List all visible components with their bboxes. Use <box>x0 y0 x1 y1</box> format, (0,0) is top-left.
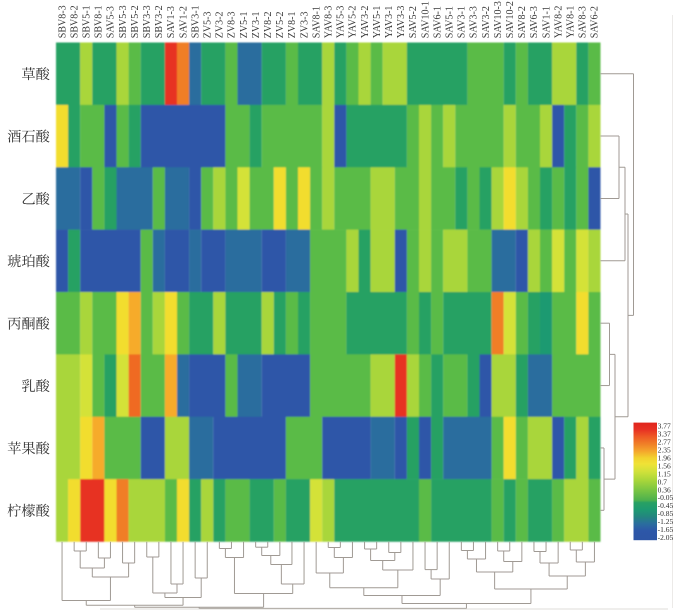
svg-text:YAV3-2: YAV3-2 <box>360 6 371 39</box>
svg-text:SBV3-2: SBV3-2 <box>154 5 165 38</box>
svg-text:SAV10-2: SAV10-2 <box>505 1 516 38</box>
svg-text:SAV6-1: SAV6-1 <box>432 6 443 38</box>
svg-text:SBV5-1: SBV5-1 <box>81 5 92 38</box>
svg-text:ZV3-3: ZV3-3 <box>299 12 310 39</box>
svg-text:YAV5-2: YAV5-2 <box>348 6 359 39</box>
svg-text:2.77: 2.77 <box>658 438 671 447</box>
svg-text:-1.65: -1.65 <box>658 525 674 534</box>
svg-text:YAV3-1: YAV3-1 <box>384 6 395 39</box>
svg-text:0.36: 0.36 <box>658 485 671 494</box>
svg-text:SBV8-1: SBV8-1 <box>94 5 105 38</box>
svg-text:-2.05: -2.05 <box>658 533 674 542</box>
svg-text:YAV8-1: YAV8-1 <box>565 6 576 39</box>
svg-text:SBV3-1: SBV3-1 <box>190 5 201 38</box>
svg-text:ZV5-2: ZV5-2 <box>275 12 286 39</box>
svg-text:SBV5-2: SBV5-2 <box>130 5 141 38</box>
svg-text:SAV8-3: SAV8-3 <box>578 6 589 38</box>
svg-text:YAV5-1: YAV5-1 <box>372 6 383 39</box>
svg-text:-0.05: -0.05 <box>658 493 674 502</box>
svg-text:-0.45: -0.45 <box>658 501 674 510</box>
svg-text:-0.85: -0.85 <box>658 509 674 518</box>
svg-text:SAV8-1: SAV8-1 <box>311 6 322 38</box>
svg-text:1.96: 1.96 <box>658 453 671 462</box>
svg-text:SAV1-3: SAV1-3 <box>166 6 177 38</box>
svg-text:SAV1-1: SAV1-1 <box>541 6 552 38</box>
svg-text:SAV6-3: SAV6-3 <box>529 6 540 38</box>
svg-text:SBV8-2: SBV8-2 <box>69 5 80 38</box>
svg-text:ZV8-1: ZV8-1 <box>287 12 298 39</box>
svg-text:SAV5-1: SAV5-1 <box>444 6 455 38</box>
svg-text:2.35: 2.35 <box>658 445 671 454</box>
svg-text:YAV8-3: YAV8-3 <box>323 6 334 39</box>
svg-text:ZV8-2: ZV8-2 <box>263 12 274 39</box>
svg-text:SAV6-2: SAV6-2 <box>590 6 601 38</box>
svg-text:SAV3-3: SAV3-3 <box>469 6 480 38</box>
svg-text:3.77: 3.77 <box>658 422 671 431</box>
svg-text:ZV5-3: ZV5-3 <box>202 12 213 39</box>
svg-text:-1.25: -1.25 <box>658 517 674 526</box>
svg-text:SAV8-2: SAV8-2 <box>517 6 528 38</box>
svg-text:SAV3-1: SAV3-1 <box>457 6 468 38</box>
svg-text:ZV8-3: ZV8-3 <box>227 12 238 39</box>
svg-text:SBV8-3: SBV8-3 <box>57 5 68 38</box>
svg-text:0.7: 0.7 <box>658 477 668 486</box>
svg-text:SAV5-3: SAV5-3 <box>106 6 117 38</box>
svg-text:SBV3-3: SBV3-3 <box>142 5 153 38</box>
svg-text:SAV10-1: SAV10-1 <box>420 1 431 38</box>
svg-text:ZV5-1: ZV5-1 <box>239 12 250 39</box>
svg-text:1.15: 1.15 <box>658 469 671 478</box>
svg-text:SAV5-2: SAV5-2 <box>408 6 419 38</box>
svg-text:ZV3-2: ZV3-2 <box>215 12 226 39</box>
svg-text:1.56: 1.56 <box>658 461 671 470</box>
svg-text:3.37: 3.37 <box>658 430 671 439</box>
svg-text:YAV8-2: YAV8-2 <box>553 6 564 39</box>
svg-text:SAV3-2: SAV3-2 <box>481 6 492 38</box>
svg-text:SAV1-2: SAV1-2 <box>178 6 189 38</box>
svg-text:ZV3-1: ZV3-1 <box>251 12 262 39</box>
svg-text:YAV3-3: YAV3-3 <box>396 6 407 39</box>
svg-text:YAV5-3: YAV5-3 <box>336 6 347 39</box>
svg-text:SBV5-3: SBV5-3 <box>118 5 129 38</box>
svg-text:SAV10-3: SAV10-3 <box>493 1 504 38</box>
